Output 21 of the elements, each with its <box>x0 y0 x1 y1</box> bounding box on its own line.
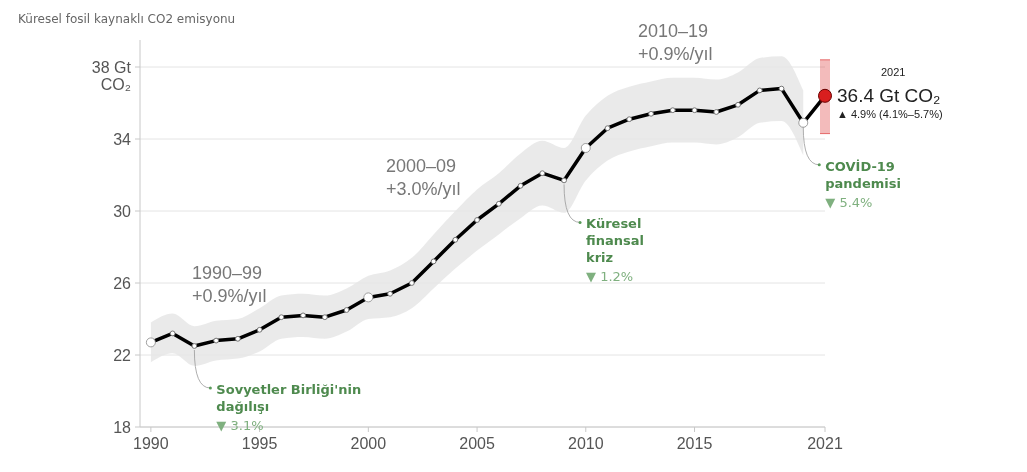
y-tick-label: 34 <box>113 130 132 148</box>
y-tick-label: 22 <box>113 346 132 364</box>
x-tick-label: 1995 <box>241 435 278 452</box>
annotation: Sovyetler Birliği'nin dağılışı ▼ 3.1% <box>216 382 362 433</box>
annotation: 2010–19 +0.9%/yıl <box>638 21 713 64</box>
x-tick-label: 1990 <box>133 435 169 452</box>
y-tick-label: 38 Gt CO₂ <box>91 58 132 94</box>
annotation: Küresel finansal kriz ▼ 1.2% <box>586 216 644 285</box>
chart-title: Küresel fosil kaynaklı CO2 emisyonu <box>18 12 236 26</box>
y-tick-label: 18 <box>113 418 132 436</box>
annotation: COVİD-19 pandemisi ▼ 5.4% <box>825 158 901 210</box>
x-tick-label: 2015 <box>676 435 713 452</box>
annotation: 1990–99 +0.9%/yıl <box>192 263 267 306</box>
final-label: 2021 36.4 Gt CO₂ ▲ 4.9% (4.1%–5.7%) <box>837 65 943 120</box>
annotation: 2000–09 +3.0%/yıl <box>386 156 461 199</box>
y-tick-label: 26 <box>113 274 132 292</box>
x-tick-label: 2010 <box>568 435 604 452</box>
x-tick-label: 2021 <box>807 435 843 452</box>
y-tick-label: 30 <box>113 202 132 220</box>
x-tick-label: 2000 <box>350 435 387 452</box>
x-tick-label: 2005 <box>459 435 495 452</box>
